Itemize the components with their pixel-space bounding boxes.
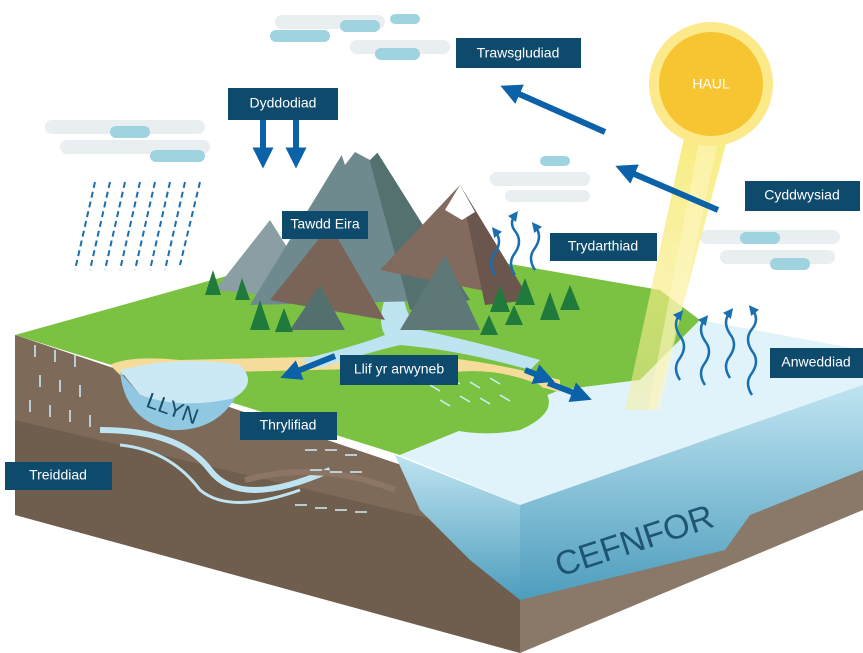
label: Trydarthiad: [568, 238, 638, 254]
label: Treiddiad: [29, 467, 87, 483]
label: Tawdd Eira: [290, 216, 359, 232]
label: Llif yr arwyneb: [354, 361, 444, 377]
label: Trawsgludiad: [477, 45, 560, 61]
label: Thrylifiad: [260, 417, 317, 433]
label: Cyddwysiad: [764, 187, 839, 203]
label: Dyddodiad: [250, 95, 317, 111]
water-cycle-diagram: HAUL LLYN CEFNFOR Trawsgludiad Dyddodiad…: [0, 0, 863, 653]
rain: [75, 182, 200, 270]
label: Anweddiad: [781, 354, 850, 370]
sun-label: HAUL: [692, 76, 730, 92]
